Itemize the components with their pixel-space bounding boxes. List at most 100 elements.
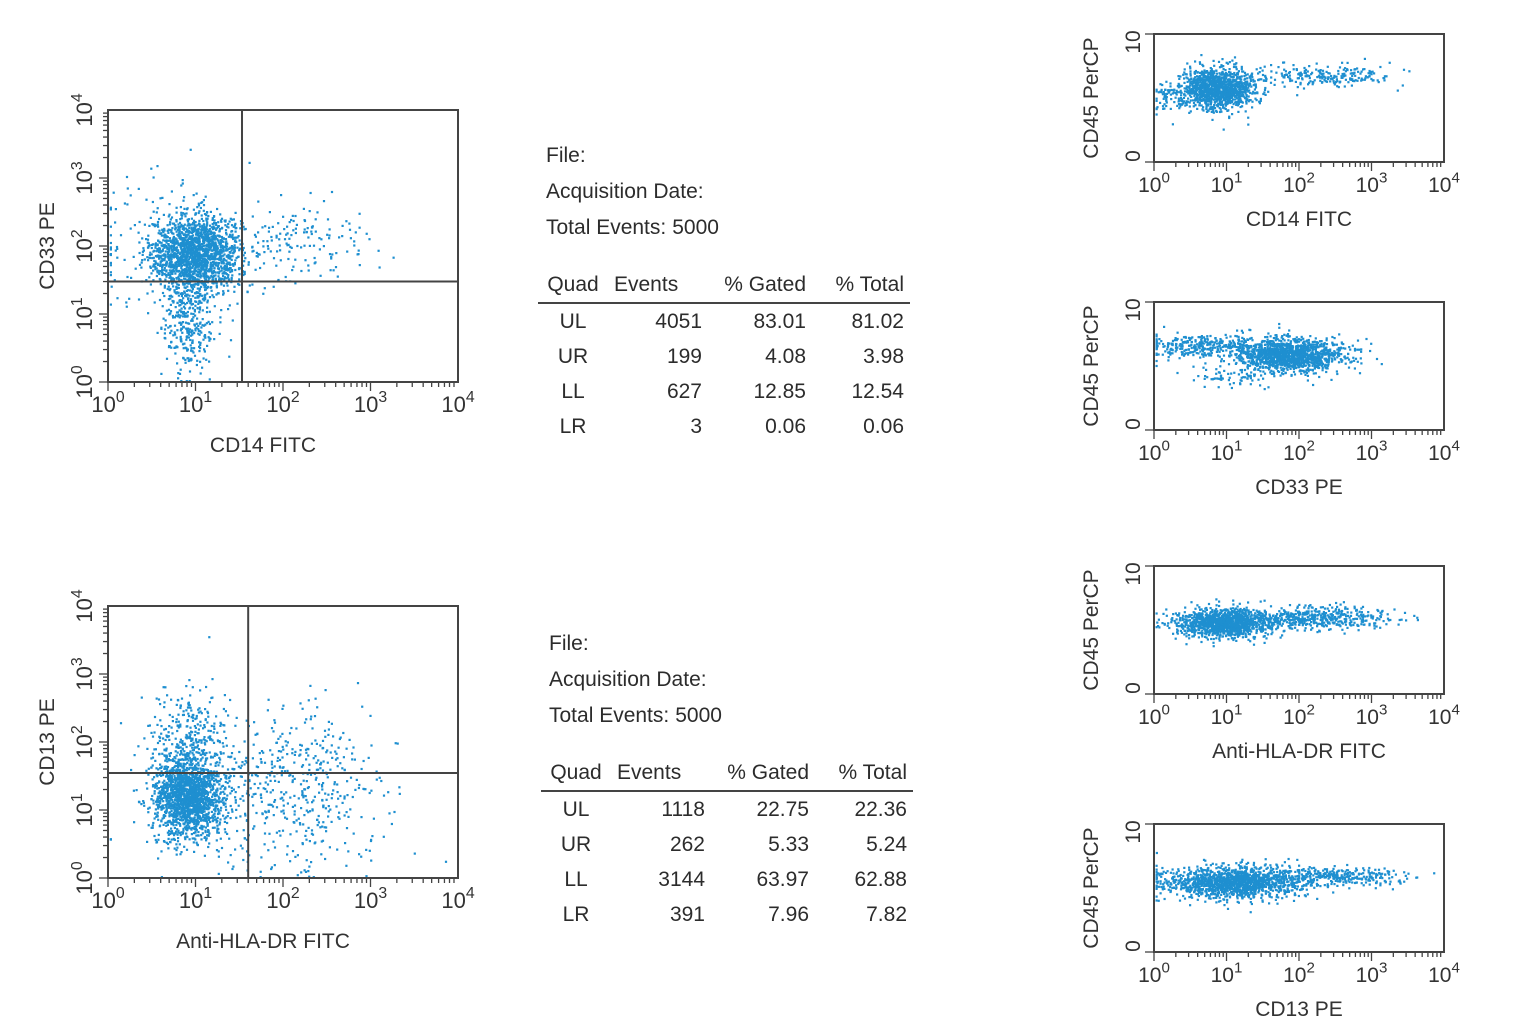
- event-point: [171, 242, 174, 245]
- event-point: [137, 298, 141, 301]
- event-point: [170, 787, 173, 790]
- event-point: [213, 727, 216, 730]
- event-point: [231, 247, 234, 250]
- event-point: [163, 245, 166, 248]
- event-point: [187, 300, 190, 303]
- event-point: [185, 293, 188, 296]
- event-point: [174, 780, 177, 784]
- event-point: [173, 788, 176, 791]
- event-point: [198, 341, 201, 344]
- event-point: [211, 820, 214, 823]
- event-point: [262, 292, 265, 295]
- event-point: [179, 233, 182, 236]
- event-point: [238, 750, 241, 754]
- event-point: [109, 271, 112, 274]
- event-point: [209, 232, 212, 235]
- event-point: [219, 252, 222, 256]
- event-point: [168, 783, 171, 786]
- event-point: [173, 820, 176, 823]
- event-point: [229, 217, 232, 220]
- event-point: [181, 766, 184, 769]
- event-point: [203, 836, 206, 839]
- event-point: [213, 226, 216, 229]
- event-point: [336, 783, 339, 786]
- event-point: [177, 789, 180, 792]
- event-point: [203, 299, 206, 302]
- event-point: [157, 768, 160, 771]
- y-tick-label: 101: [69, 297, 97, 330]
- event-point: [285, 791, 288, 794]
- event-point: [193, 795, 197, 798]
- event-point: [191, 766, 194, 769]
- event-point: [201, 819, 204, 822]
- event-point: [181, 282, 185, 285]
- event-point: [178, 811, 181, 814]
- event-point: [209, 332, 212, 335]
- event-point: [178, 229, 181, 232]
- event-point: [214, 245, 217, 248]
- event-point: [183, 207, 186, 210]
- event-point: [195, 714, 198, 718]
- event-point: [211, 242, 214, 245]
- event-point: [161, 817, 164, 820]
- event-point: [171, 277, 175, 280]
- event-point: [375, 770, 378, 773]
- event-point: [178, 236, 181, 239]
- event-point: [282, 704, 285, 707]
- event-point: [199, 330, 202, 333]
- event-point: [166, 820, 169, 823]
- event-point: [159, 263, 162, 266]
- event-point: [179, 746, 182, 749]
- event-point: [147, 246, 150, 249]
- event-point: [198, 798, 201, 802]
- event-point: [173, 812, 176, 815]
- event-point: [319, 826, 322, 829]
- event-point: [321, 788, 324, 791]
- event-point: [190, 709, 193, 712]
- event-point: [321, 739, 325, 742]
- event-point: [209, 243, 212, 246]
- event-point: [191, 779, 194, 782]
- event-point: [173, 243, 176, 246]
- event-point: [217, 828, 220, 831]
- event-point: [176, 846, 179, 849]
- event-point: [273, 719, 276, 722]
- event-point: [216, 265, 220, 268]
- event-point: [294, 855, 297, 858]
- event-point: [357, 253, 360, 256]
- event-point: [189, 798, 192, 801]
- event-point: [198, 311, 201, 314]
- event-point: [170, 190, 173, 193]
- event-point: [222, 290, 225, 293]
- event-point: [193, 768, 196, 771]
- event-point: [224, 272, 227, 275]
- event-point: [201, 229, 205, 232]
- event-point: [232, 263, 235, 266]
- event-point: [169, 271, 172, 274]
- event-point: [188, 237, 191, 240]
- event-point: [190, 819, 193, 823]
- event-point: [284, 275, 287, 279]
- event-point: [161, 228, 164, 231]
- event-point: [360, 767, 363, 771]
- event-point: [209, 783, 213, 786]
- event-point: [282, 799, 285, 802]
- event-point: [224, 802, 227, 805]
- event-point: [188, 805, 191, 808]
- event-point: [225, 277, 228, 280]
- event-point: [203, 348, 206, 351]
- event-point: [260, 796, 263, 799]
- event-point: [171, 239, 175, 242]
- event-point: [181, 256, 184, 259]
- event-point: [194, 213, 197, 216]
- event-point: [211, 678, 214, 681]
- event-point: [185, 766, 189, 770]
- event-point: [197, 761, 200, 765]
- event-point: [167, 272, 170, 275]
- event-point: [155, 250, 158, 253]
- event-point: [179, 314, 182, 317]
- event-point: [211, 281, 214, 284]
- event-point: [179, 368, 182, 371]
- event-point: [168, 829, 171, 832]
- event-point: [266, 245, 269, 248]
